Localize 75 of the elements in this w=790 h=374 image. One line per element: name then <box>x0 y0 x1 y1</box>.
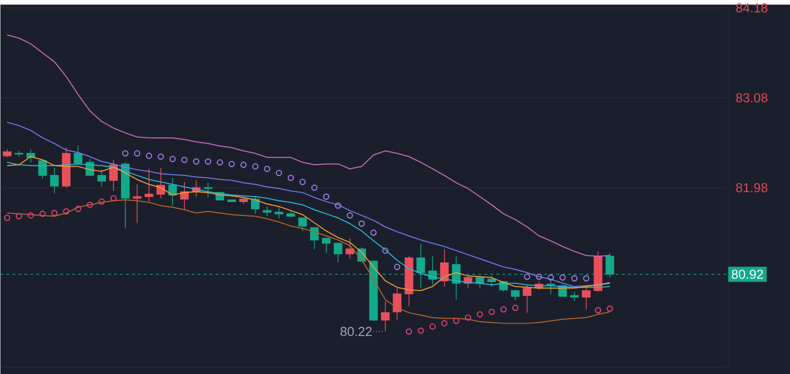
point <box>216 158 224 166</box>
point <box>252 163 258 170</box>
candlestick <box>334 242 342 262</box>
point <box>264 166 270 172</box>
point <box>406 328 412 334</box>
point <box>51 210 58 216</box>
point <box>122 150 128 156</box>
point <box>288 174 294 181</box>
point <box>74 206 82 212</box>
point <box>158 153 164 160</box>
point <box>311 184 318 191</box>
point <box>464 314 472 321</box>
point <box>500 306 507 312</box>
point <box>4 214 10 221</box>
point <box>370 229 377 236</box>
point <box>418 327 424 334</box>
point <box>193 158 200 164</box>
candlestick <box>381 300 390 332</box>
candlestick <box>262 206 272 216</box>
point <box>86 201 94 208</box>
y-tick-label: 84.18 <box>736 3 768 12</box>
point <box>276 170 282 176</box>
point <box>524 273 530 280</box>
candlestick <box>74 144 82 165</box>
point <box>346 212 353 218</box>
point <box>394 264 400 270</box>
candlestick <box>204 182 212 198</box>
point <box>63 208 70 214</box>
point <box>441 320 448 326</box>
point <box>204 158 212 164</box>
point <box>146 152 152 159</box>
point <box>28 212 34 218</box>
candlestick <box>522 284 532 313</box>
point <box>488 308 495 315</box>
point <box>429 323 436 330</box>
point <box>606 305 613 312</box>
point <box>382 247 388 254</box>
ref-line-label: 80.92 <box>732 269 763 279</box>
y-tick-label: 83.08 <box>736 92 768 102</box>
candlestick <box>144 168 154 202</box>
candlestick <box>346 238 354 259</box>
point <box>110 194 117 202</box>
point <box>548 274 554 280</box>
candlestick <box>298 217 307 232</box>
point <box>334 202 342 209</box>
candlestick <box>50 167 59 194</box>
point <box>571 275 578 282</box>
candlestick <box>38 160 47 179</box>
candlestick <box>570 290 579 302</box>
candlestick <box>392 288 402 320</box>
annotation: 80.22 <box>340 326 372 336</box>
point <box>240 161 247 168</box>
point <box>134 150 140 156</box>
point <box>476 310 483 318</box>
point <box>583 275 590 282</box>
candlestick <box>582 286 591 310</box>
point <box>16 212 22 220</box>
candlestick <box>546 280 556 294</box>
point <box>512 304 518 311</box>
point <box>169 156 176 162</box>
point <box>536 273 542 280</box>
point <box>181 156 188 163</box>
point <box>453 318 460 324</box>
point <box>559 274 566 280</box>
point <box>358 220 365 227</box>
point <box>98 198 105 204</box>
point <box>323 193 330 200</box>
point <box>594 306 602 314</box>
candlestick <box>322 238 331 254</box>
point <box>39 210 46 217</box>
candlestick <box>109 159 118 192</box>
point <box>228 160 235 167</box>
candlestick <box>97 169 106 186</box>
y-tick-label: 81.98 <box>736 182 768 192</box>
point <box>299 178 306 185</box>
